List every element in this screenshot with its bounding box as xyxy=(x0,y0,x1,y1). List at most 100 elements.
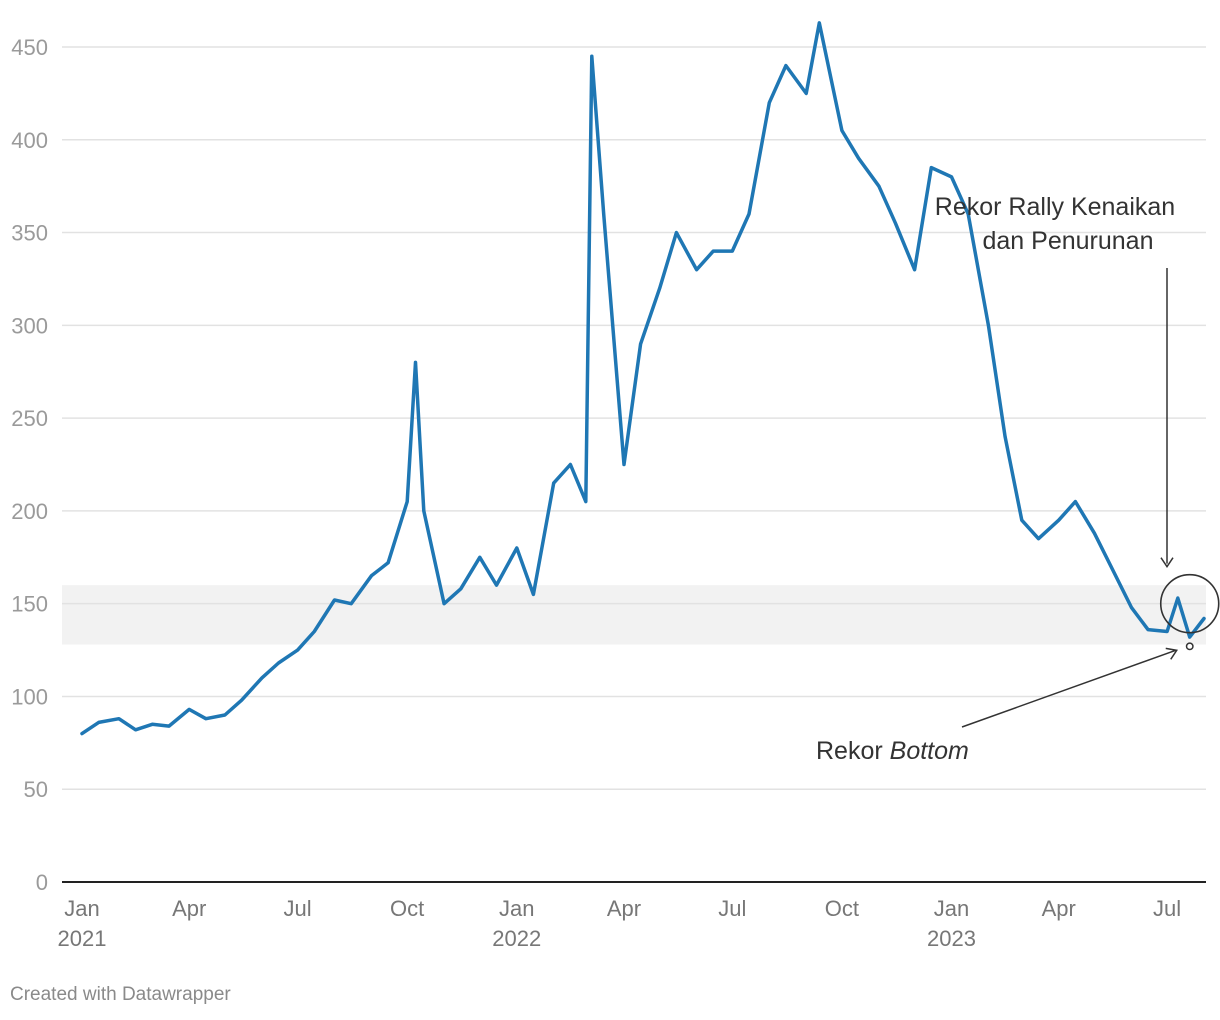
x-tick-month: Oct xyxy=(825,896,859,921)
data-point xyxy=(857,157,860,160)
x-tick-month: Apr xyxy=(172,896,206,921)
data-point xyxy=(1146,628,1150,631)
annotation-rally-line-1: Rekor Rally Kenaikan xyxy=(935,193,1175,221)
data-point xyxy=(658,287,661,290)
annotation-bottom-arrow xyxy=(961,649,1176,728)
annotation-bottom-arrowhead xyxy=(1165,647,1178,660)
x-tick-month: Jul xyxy=(1153,896,1181,921)
annotation-bottom-italic: Bottom xyxy=(890,737,969,765)
y-tick-label: 400 xyxy=(11,128,48,153)
y-tick-label: 50 xyxy=(24,777,48,802)
data-point xyxy=(1176,596,1180,600)
data-point xyxy=(950,175,953,179)
annotation-bottom-marker xyxy=(1185,642,1194,651)
data-point xyxy=(134,728,137,732)
x-tick-year: 2021 xyxy=(58,926,107,951)
y-tick-label: 450 xyxy=(11,35,48,60)
data-point xyxy=(532,593,535,596)
data-point xyxy=(459,587,462,591)
data-point xyxy=(913,268,916,271)
x-tick-month: Jul xyxy=(284,896,312,921)
data-point xyxy=(987,324,990,327)
data-point xyxy=(552,481,555,485)
data-point xyxy=(515,546,518,550)
data-point xyxy=(414,361,417,364)
annotation-rally-line-2: dan Penurunan xyxy=(983,227,1154,255)
chart-svg: 0 50 100 150 200 250 300 350 400 450 Jan 2021 Apr Ju… xyxy=(11,21,1220,951)
data-point xyxy=(1188,635,1191,639)
shaded-band-layer xyxy=(62,585,1206,645)
data-point xyxy=(675,231,678,234)
y-tick-label: 200 xyxy=(11,499,48,524)
y-tick-label: 0 xyxy=(36,870,48,895)
data-point xyxy=(712,249,715,253)
data-point xyxy=(240,698,243,702)
data-point xyxy=(277,661,280,665)
data-point xyxy=(804,92,808,95)
x-axis-layer: Jan 2021 Apr Jul Oct Jan 2022 Apr Jul Oct Jan 2023 A… xyxy=(58,896,1182,951)
x-tick-month: Oct xyxy=(390,896,424,921)
data-point xyxy=(966,212,970,216)
grid-layer: 0 50 100 150 200 250 300 350 400 450 xyxy=(11,35,1206,895)
x-tick-month: Apr xyxy=(1042,896,1076,921)
annotation-bottom-prefix: Rekor xyxy=(816,737,890,765)
data-point xyxy=(204,717,208,720)
data-point xyxy=(1020,518,1023,522)
x-tick-month: Jan xyxy=(934,896,969,921)
data-point xyxy=(313,630,316,633)
data-point xyxy=(622,463,626,466)
shaded-band xyxy=(62,585,1206,645)
data-point xyxy=(442,602,446,605)
data-point xyxy=(349,602,353,605)
data-point xyxy=(639,342,642,346)
annotation-layer: Rekor Rally Kenaikan dan Penurunan Rekor… xyxy=(816,193,1220,765)
x-tick-year: 2022 xyxy=(492,926,541,951)
x-tick-month: Apr xyxy=(607,896,641,921)
annotation-circle xyxy=(1159,573,1220,634)
data-point xyxy=(296,648,299,652)
data-point xyxy=(117,717,121,720)
y-tick-label: 100 xyxy=(11,684,48,709)
data-point xyxy=(695,268,698,271)
data-point xyxy=(1037,537,1040,540)
data-point xyxy=(333,598,336,602)
data-point xyxy=(151,723,154,726)
y-tick-label: 250 xyxy=(11,406,48,431)
data-point xyxy=(818,21,821,25)
data-point xyxy=(584,500,588,503)
credit-footer: Created with Datawrapper xyxy=(10,984,231,1005)
data-point xyxy=(877,184,881,188)
annotation-bottom: Rekor Bottom xyxy=(816,737,969,765)
data-point xyxy=(1057,518,1060,522)
data-point xyxy=(80,732,84,735)
data-point xyxy=(1074,500,1077,503)
data-point xyxy=(386,561,390,565)
x-tick-month: Jul xyxy=(718,896,746,921)
annotation-rally-arrowhead xyxy=(1160,557,1174,569)
data-point xyxy=(1165,630,1169,633)
data-point xyxy=(569,463,572,466)
data-point xyxy=(188,708,191,711)
x-tick-month: Jan xyxy=(499,896,534,921)
y-tick-label: 300 xyxy=(11,313,48,338)
data-point xyxy=(1003,435,1007,438)
data-point xyxy=(1202,617,1206,620)
data-point xyxy=(894,222,897,225)
data-point xyxy=(478,556,482,559)
data-point xyxy=(223,713,227,717)
data-point xyxy=(370,574,373,578)
x-tick-year: 2023 xyxy=(927,926,976,951)
data-point xyxy=(784,64,788,67)
x-tick-month: Jan xyxy=(64,896,99,921)
data-point xyxy=(602,212,605,216)
data-point xyxy=(590,55,593,58)
series-line-0 xyxy=(80,21,1206,736)
data-point xyxy=(840,129,844,132)
data-point xyxy=(495,583,498,587)
data-point xyxy=(747,212,751,216)
data-point xyxy=(97,721,100,724)
data-point xyxy=(731,249,734,253)
data-point xyxy=(422,509,426,513)
data-point xyxy=(1093,531,1096,535)
line-layer xyxy=(80,21,1206,736)
